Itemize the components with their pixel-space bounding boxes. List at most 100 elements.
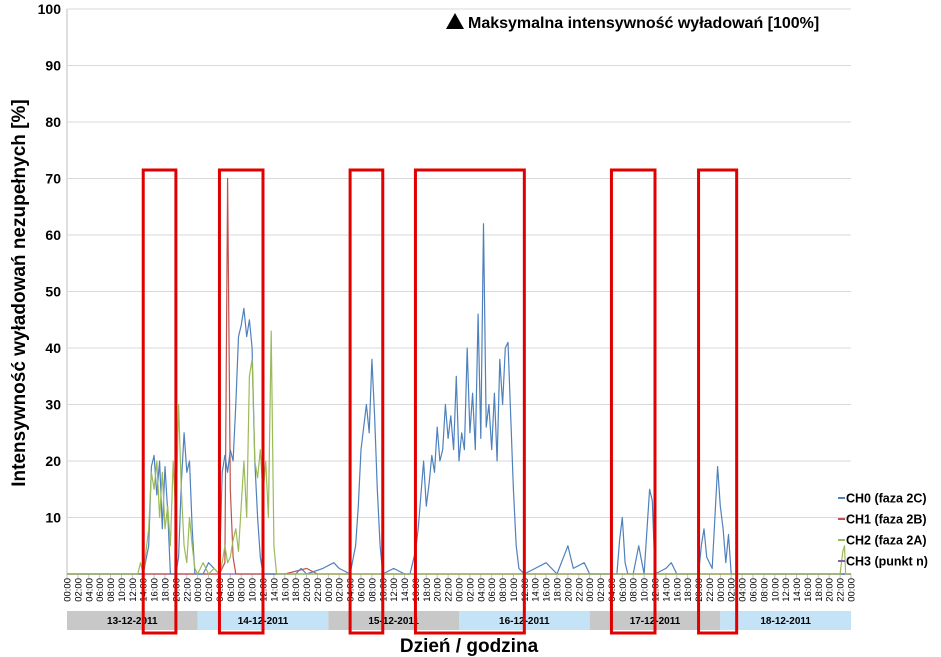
y-axis-label: Intensywność wyładowań nezupełnych [%] <box>9 99 30 486</box>
x-tick-label: 00:00 <box>324 578 335 602</box>
x-tick-label: 08:00 <box>498 578 509 602</box>
x-tick-label: 22:00 <box>705 578 716 602</box>
x-tick-label: 22:00 <box>836 578 847 602</box>
annotation-text: Maksymalna intensywność wyładowań [100%] <box>468 15 819 32</box>
max-intensity-annotation: Maksymalna intensywność wyładowań [100%] <box>446 13 819 32</box>
x-tick-label: 10:00 <box>640 578 651 602</box>
day-label: 15-12-2011 <box>368 616 419 627</box>
x-tick-label: 08:00 <box>629 578 640 602</box>
x-tick-label: 00:00 <box>585 578 596 602</box>
highlight-window <box>348 168 385 635</box>
x-tick-label: 08:00 <box>106 578 117 602</box>
x-tick-label: 02:00 <box>73 578 84 602</box>
x-tick-label: 18:00 <box>814 578 825 602</box>
x-tick-label: 14:00 <box>531 578 542 602</box>
y-tick-label: 60 <box>45 227 61 243</box>
day-band <box>328 611 459 630</box>
x-tick-label: 20:00 <box>433 578 444 602</box>
x-tick-label: 06:00 <box>487 578 498 602</box>
x-tick-label: 12:00 <box>128 578 139 602</box>
y-tick-label: 70 <box>45 171 61 187</box>
y-tick-label: 50 <box>45 284 61 300</box>
x-tick-label: 00:00 <box>63 578 74 602</box>
x-tick-label: 22:00 <box>313 578 324 602</box>
y-tick-label: 20 <box>45 453 61 469</box>
x-tick-label: 08:00 <box>759 578 770 602</box>
x-tick-label: 02:00 <box>335 578 346 602</box>
series-line <box>67 177 851 575</box>
x-tick-label: 06:00 <box>226 578 237 602</box>
legend-label: CH0 (faza 2C) <box>846 492 927 506</box>
x-tick-label: 20:00 <box>825 578 836 602</box>
x-tick-label: 10:00 <box>248 578 259 602</box>
day-label: 13-12-2011 <box>107 616 158 627</box>
y-tick-label: 10 <box>45 510 61 526</box>
x-tick-label: 00:00 <box>847 578 858 602</box>
x-tick-label: 22:00 <box>444 578 455 602</box>
x-tick-label: 18:00 <box>161 578 172 602</box>
highlight-window <box>217 168 265 635</box>
x-tick-label: 04:00 <box>738 578 749 602</box>
x-tick-label: 18:00 <box>422 578 433 602</box>
x-tick-label: 10:00 <box>770 578 781 602</box>
x-tick-label: 06:00 <box>618 578 629 602</box>
x-tick-label: 04:00 <box>84 578 95 602</box>
x-tick-label: 20:00 <box>302 578 313 602</box>
x-tick-label: 18:00 <box>553 578 564 602</box>
x-tick-label: 16:00 <box>672 578 683 602</box>
day-label: 18-12-2011 <box>760 616 811 627</box>
x-tick-label: 22:00 <box>574 578 585 602</box>
grid-layer <box>66 8 851 575</box>
x-tick-label: 16:00 <box>542 578 553 602</box>
day-band <box>67 611 198 630</box>
highlight-windows <box>141 168 739 635</box>
highlight-window <box>609 168 657 635</box>
x-tick-label: 16:00 <box>803 578 814 602</box>
legend-label: CH2 (faza 2A) <box>846 534 927 548</box>
legend-label: CH1 (faza 2B) <box>846 513 927 527</box>
x-tick-label: 16:00 <box>150 578 161 602</box>
x-tick-label: 08:00 <box>367 578 378 602</box>
highlight-window <box>697 168 739 635</box>
x-tick-label: 00:00 <box>455 578 466 602</box>
x-tick-label: 06:00 <box>357 578 368 602</box>
data-series <box>67 177 851 575</box>
day-bands: 13-12-2011 14-12-2011 15-12-2011 16-12-2011… <box>67 611 851 630</box>
y-tick-label: 90 <box>45 58 61 74</box>
x-tick-label: 02:00 <box>465 578 476 602</box>
x-tick-label: 02:00 <box>204 578 215 602</box>
x-tick-label: 12:00 <box>781 578 792 602</box>
x-tick-label: 02:00 <box>727 578 738 602</box>
y-tick-label: 80 <box>45 114 61 130</box>
x-tick-label: 14:00 <box>792 578 803 602</box>
x-tick-label: 18:00 <box>291 578 302 602</box>
y-tick-label: 100 <box>38 1 62 17</box>
y-tick-label: 30 <box>45 397 61 413</box>
highlight-window <box>141 168 178 635</box>
x-tick-label: 12:00 <box>389 578 400 602</box>
triangle-up-icon <box>446 13 464 29</box>
x-tick-label: 10:00 <box>117 578 128 602</box>
x-tick-label: 18:00 <box>683 578 694 602</box>
x-tick-label: 14:00 <box>661 578 672 602</box>
x-tick-label: 06:00 <box>749 578 760 602</box>
highlight-window <box>413 168 526 635</box>
legend-label: CH3 (punkt n) <box>846 555 928 569</box>
x-tick-label: 00:00 <box>193 578 204 602</box>
series-line <box>67 223 851 575</box>
x-tick-label: 10:00 <box>509 578 520 602</box>
x-tick-label: 00:00 <box>716 578 727 602</box>
x-tick-label: 22:00 <box>182 578 193 602</box>
x-tick-label: 04:00 <box>476 578 487 602</box>
day-band <box>720 611 851 630</box>
x-tick-label: 14:00 <box>269 578 280 602</box>
x-tick-label: 16:00 <box>280 578 291 602</box>
y-axis-ticks: 10 20 30 40 50 60 70 80 90 100 <box>38 1 62 526</box>
x-tick-label: 02:00 <box>596 578 607 602</box>
x-tick-label: 14:00 <box>400 578 411 602</box>
x-tick-label: 06:00 <box>95 578 106 602</box>
x-axis-label: Dzień / godzina <box>400 636 539 657</box>
x-tick-label: 08:00 <box>237 578 248 602</box>
y-tick-label: 40 <box>45 340 61 356</box>
